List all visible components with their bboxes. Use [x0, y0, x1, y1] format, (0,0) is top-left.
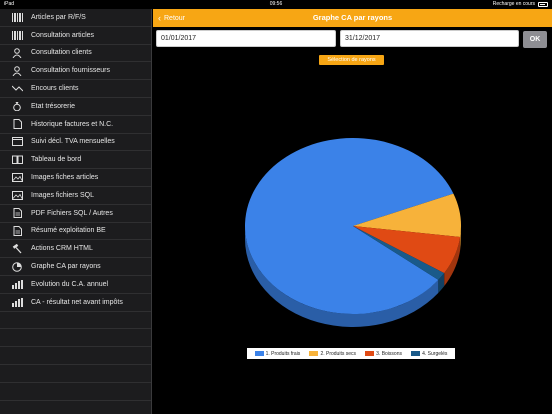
- sidebar-item-label: Consultation clients: [31, 49, 92, 57]
- sidebar-item-label: Graphe CA par rayons: [31, 263, 101, 271]
- sidebar-item[interactable]: Consultation articles: [0, 27, 151, 45]
- legend-label: 4. Surgelés: [422, 350, 448, 357]
- image-icon: [11, 190, 23, 200]
- legend-label: 2. Produits secs: [320, 350, 357, 357]
- sidebar-item[interactable]: Consultation clients: [0, 45, 151, 63]
- sidebar-item-label: Tableau de bord: [31, 156, 82, 164]
- sidebar-item-label: Actions CRM HTML: [31, 245, 93, 253]
- hammer-icon: [11, 243, 23, 254]
- bar-chart-icon: [11, 297, 23, 307]
- sidebar-item[interactable]: Evolution du C.A. annuel: [0, 276, 151, 294]
- nav-bar: Graphe CA par rayons ‹ Retour: [153, 9, 552, 27]
- pie-slice: [353, 193, 461, 238]
- pie-icon: [11, 261, 23, 272]
- sidebar-item[interactable]: Encours clients: [0, 80, 151, 98]
- main-panel: Graphe CA par rayons ‹ Retour 01/01/2017…: [153, 9, 552, 414]
- legend-item: 4. Surgelés: [411, 351, 447, 357]
- sidebar-item-label: Historique factures et N.C.: [31, 120, 114, 128]
- legend-swatch: [254, 351, 264, 356]
- legend-item: 2. Produits secs: [309, 351, 356, 357]
- sidebar-item[interactable]: CA - résultat net avant impôts: [0, 294, 151, 312]
- sidebar-item-label: Consultation articles: [31, 31, 95, 39]
- legend-item: 3. Boissons: [365, 351, 402, 357]
- legend-swatch: [309, 351, 319, 356]
- sidebar-item[interactable]: Résumé exploitation BE: [0, 223, 151, 241]
- sidebar-item[interactable]: Images fiches articles: [0, 169, 151, 187]
- back-button[interactable]: ‹ Retour: [158, 9, 185, 27]
- sidebar-item-label: PDF Fichiers SQL / Autres: [31, 209, 113, 217]
- pie-slice-side: [460, 226, 461, 251]
- sidebar-item[interactable]: Actions CRM HTML: [0, 240, 151, 259]
- pie-slice: [353, 226, 445, 280]
- money-bag-icon: [11, 101, 23, 112]
- sidebar-item[interactable]: Historique factures et N.C.: [0, 116, 151, 134]
- sidebar-item[interactable]: Articles par R/F/S: [0, 9, 151, 27]
- back-label: Retour: [164, 14, 186, 22]
- legend-swatch: [365, 351, 375, 356]
- image-icon: [11, 173, 23, 183]
- sidebar-item-label: Résumé exploitation BE: [31, 227, 106, 235]
- date-to-input[interactable]: 31/12/2017: [340, 30, 519, 47]
- date-from-input[interactable]: 01/01/2017: [156, 30, 336, 47]
- sidebar-item-label: Consultation fournisseurs: [31, 67, 110, 75]
- sidebar-item-label: Evolution du C.A. annuel: [31, 280, 109, 288]
- sidebar-item-label: Images fiches articles: [31, 174, 99, 182]
- pie-slice-side: [245, 226, 439, 327]
- page-title: Graphe CA par rayons: [312, 13, 393, 22]
- sidebar-item-label: Etat trésorerie: [31, 102, 75, 110]
- sidebar-item-label: CA - résultat net avant impôts: [31, 298, 123, 306]
- barcode-icon: [11, 30, 23, 40]
- legend-label: 1. Produits frais: [265, 350, 301, 357]
- sidebar-item[interactable]: Tableau de bord: [0, 151, 151, 170]
- trend-arrow-icon: [11, 84, 23, 94]
- book-icon: [11, 155, 23, 165]
- charging-label: Recharge en cours: [492, 1, 535, 7]
- document-icon: [11, 119, 23, 130]
- window-icon: [11, 137, 23, 147]
- battery-status: Recharge en cours: [493, 0, 548, 9]
- sidebar-item-label: Articles par R/F/S: [31, 13, 86, 21]
- pie-slice: [353, 226, 461, 274]
- sidebar-menu: Articles par R/F/S Consultation articles C…: [0, 9, 152, 414]
- pdf-icon: [11, 225, 23, 236]
- bar-chart-icon: [11, 279, 23, 289]
- sidebar-item[interactable]: PDF Fichiers SQL / Autres: [0, 205, 151, 223]
- empty-row: [0, 365, 151, 383]
- sidebar-item[interactable]: Images fichiers SQL: [0, 187, 151, 205]
- device-label: iPad: [4, 1, 15, 7]
- pie-slice-side: [444, 237, 461, 287]
- empty-row: [0, 383, 151, 401]
- sidebar-item-label: Encours clients: [31, 85, 79, 93]
- pdf-icon: [11, 208, 23, 219]
- empty-row: [0, 329, 151, 348]
- battery-icon: [538, 2, 548, 7]
- empty-row: [0, 312, 151, 330]
- sidebar-item[interactable]: Consultation fournisseurs: [0, 62, 151, 81]
- sidebar-item[interactable]: Etat trésorerie: [0, 98, 151, 116]
- legend-label: 3. Boissons: [376, 350, 402, 357]
- sidebar-item-label: Images fichiers SQL: [31, 191, 95, 199]
- pie-chart: [245, 137, 461, 327]
- sidebar-item[interactable]: Suivi décl. TVA mensuelles: [0, 134, 151, 152]
- barcode-icon: [11, 12, 23, 22]
- status-bar: iPad 09:56 Recharge en cours: [0, 0, 552, 9]
- legend-item: 1. Produits frais: [254, 350, 301, 357]
- sidebar-item[interactable]: Graphe CA par rayons: [0, 258, 151, 276]
- pie-slice: [245, 137, 454, 314]
- status-time: 09:56: [269, 1, 283, 7]
- chevron-left-icon: ‹: [158, 12, 161, 23]
- ok-button[interactable]: OK: [523, 31, 547, 48]
- empty-row: [0, 347, 151, 365]
- chart-legend: 1. Produits frais 2. Produits secs 3. Bois…: [247, 348, 455, 359]
- legend-swatch: [411, 351, 421, 356]
- person-icon: [11, 48, 23, 58]
- person-icon: [11, 65, 23, 76]
- select-departments-button[interactable]: Sélection de rayons: [319, 55, 384, 65]
- sidebar-item-label: Suivi décl. TVA mensuelles: [31, 138, 115, 146]
- pie-slice-side: [438, 273, 445, 293]
